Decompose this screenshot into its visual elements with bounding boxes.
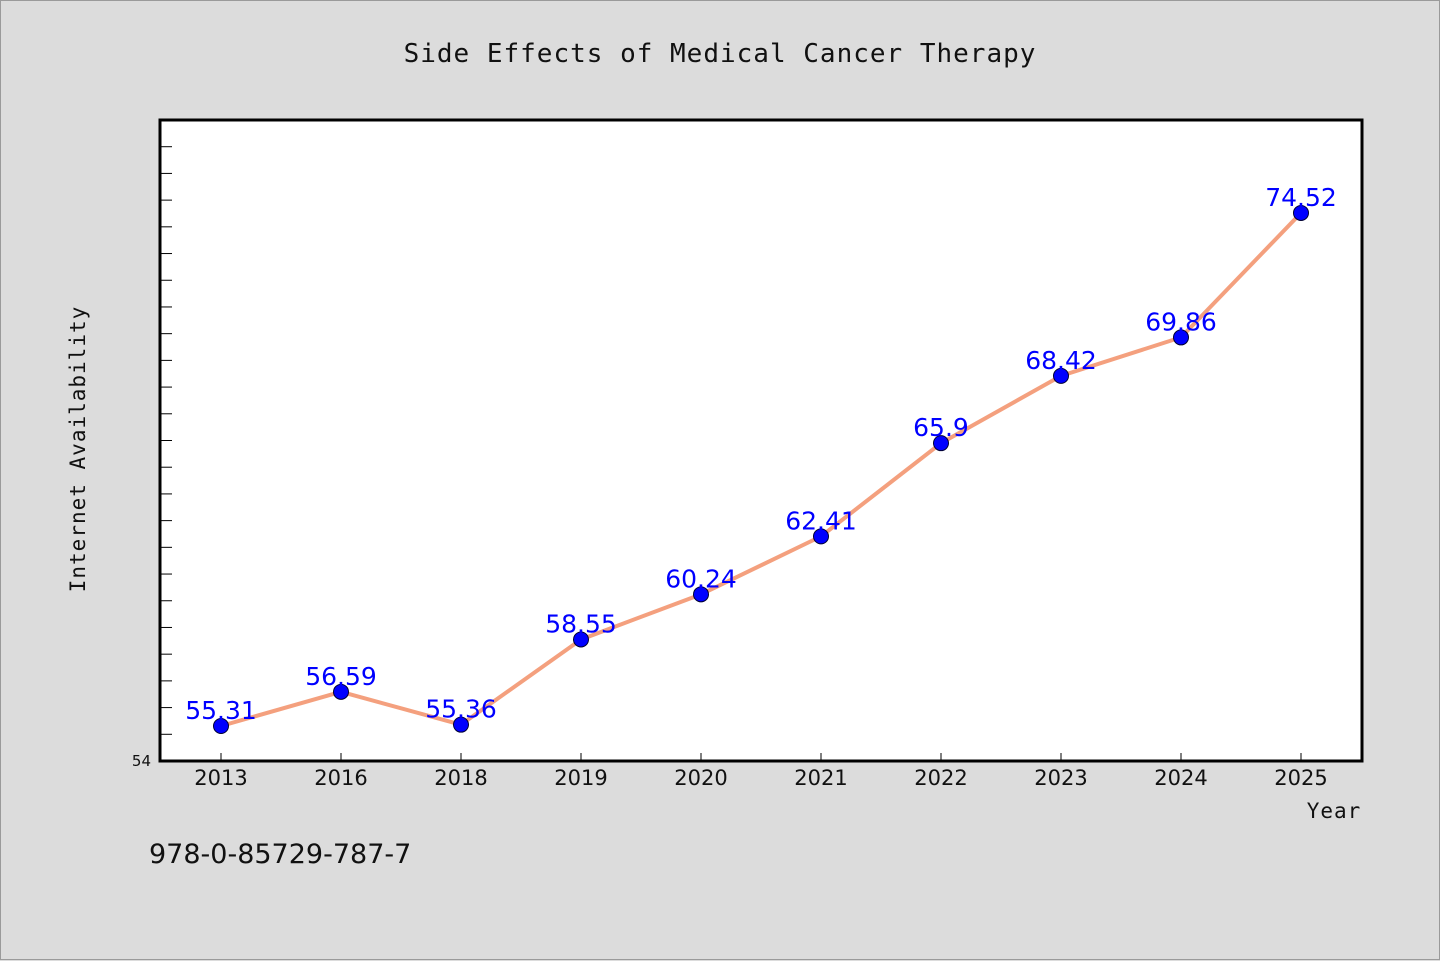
data-point: [1173, 329, 1189, 346]
data-point: [813, 528, 829, 545]
x-axis-ticks: [220, 753, 1302, 761]
series-markers: [213, 204, 1309, 735]
data-label: 55.36: [425, 695, 497, 724]
x-tick-label: 2023: [1034, 766, 1087, 790]
x-tick-label: 2020: [674, 766, 727, 790]
y-axis-ticks: [160, 146, 172, 735]
x-tick-label: 2025: [1274, 766, 1327, 790]
data-label: 68.42: [1025, 346, 1097, 375]
series-line-group: [220, 211, 1303, 728]
x-tick-label: 2018: [434, 766, 487, 790]
data-label: 60.24: [665, 564, 737, 593]
x-axis-tick-labels: 2013 2016 2018 2019 2020 2021 2022 2023 2024 2025: [194, 766, 1327, 790]
data-label: 56.59: [305, 662, 377, 691]
data-point: [213, 718, 229, 735]
data-point: [1053, 367, 1069, 384]
data-label: 62.41: [785, 506, 857, 535]
data-label: 58.55: [545, 609, 617, 638]
data-point: [1293, 204, 1309, 221]
x-tick-label: 2013: [194, 766, 247, 790]
series-line: [220, 211, 1303, 728]
chart-title: Side Effects of Medical Cancer Therapy: [404, 39, 1037, 69]
data-label: 55.31: [185, 696, 257, 725]
x-tick-label: 2021: [794, 766, 847, 790]
x-axis-label: Year: [1307, 799, 1362, 823]
data-labels: 55.31 56.59 55.36 58.55 60.24 62.41 65.9 68.42 6…: [185, 183, 1337, 725]
footnote-isbn: 978-0-85729-787-7: [149, 839, 411, 870]
x-tick-label: 2024: [1154, 766, 1207, 790]
data-point: [933, 435, 949, 452]
data-point: [333, 683, 349, 700]
data-label: 74.52: [1265, 183, 1337, 212]
x-tick-label: 2019: [554, 766, 607, 790]
data-point: [573, 631, 589, 648]
data-label: 69.86: [1145, 307, 1217, 336]
y-tick-label-min: 54: [132, 752, 151, 770]
data-point: [693, 586, 709, 603]
x-tick-label: 2016: [314, 766, 367, 790]
data-point: [453, 716, 469, 733]
plot-area: [158, 118, 1364, 763]
y-axis-label: Internet Availability: [66, 306, 90, 593]
data-label: 65.9: [913, 413, 969, 442]
x-tick-label: 2022: [914, 766, 967, 790]
